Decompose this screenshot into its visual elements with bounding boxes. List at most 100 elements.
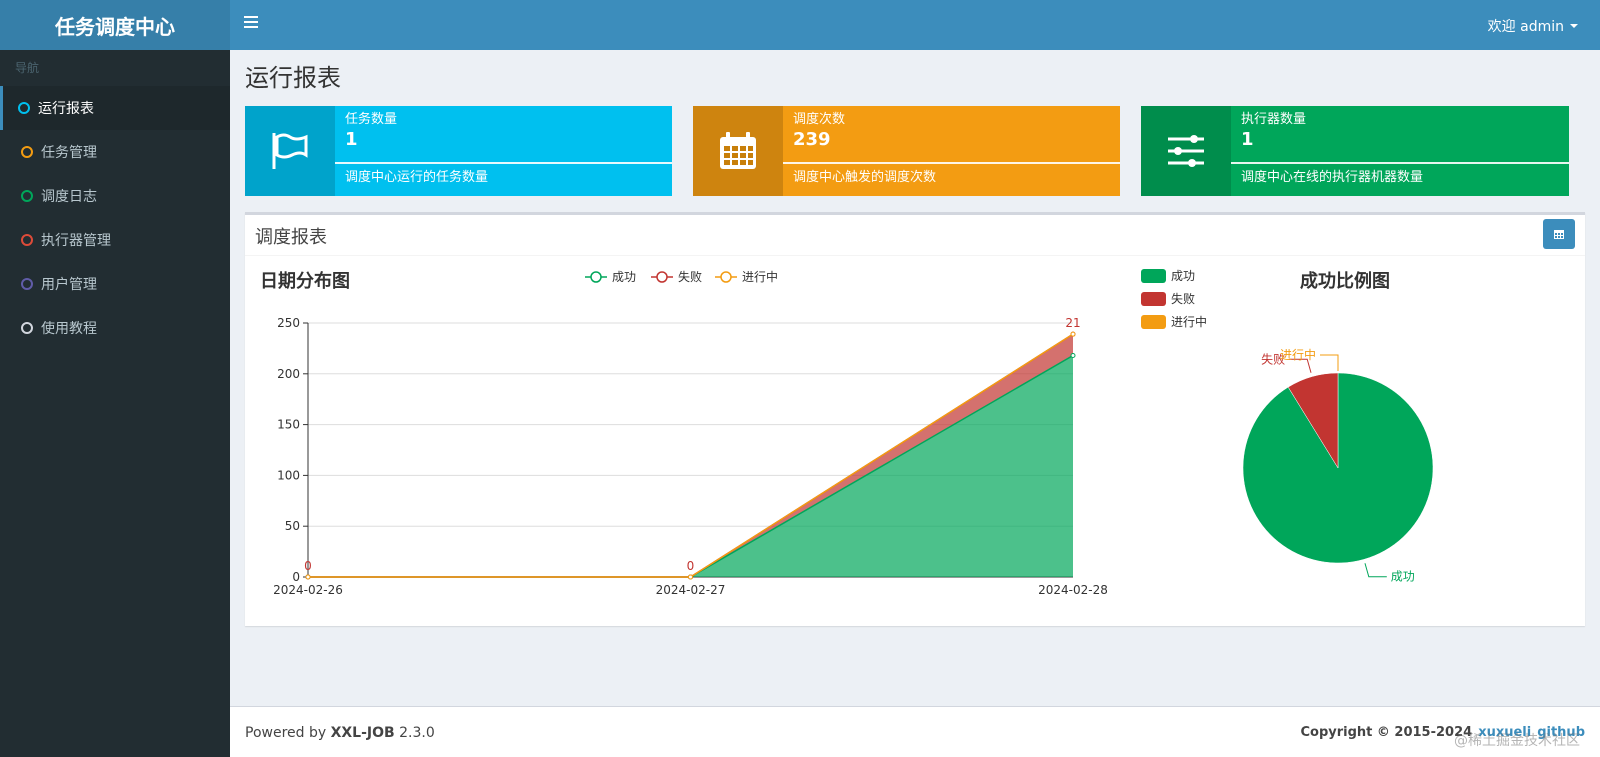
copyright-text: Copyright © 2015-2024 <box>1300 725 1473 740</box>
circle-icon <box>21 278 33 290</box>
legend-marker <box>656 271 668 283</box>
data-point <box>688 574 693 580</box>
pie-label: 进行中 <box>1280 347 1316 362</box>
sidebar-item-4[interactable]: 执行器管理 <box>0 218 230 262</box>
date-filter-button[interactable] <box>1543 219 1575 249</box>
pie-slice-失败 <box>1287 372 1339 469</box>
pie-chart-title: 成功比例图 <box>1300 271 1390 292</box>
area-成功 <box>308 355 1073 577</box>
nav-header: 导航 <box>15 61 40 75</box>
line-chart: 0 50 100 150 200 250 2024-02-26 2024-02-27 2024-… <box>273 316 1108 597</box>
copyright: Copyright © 2015-2024 xuxueli github <box>1300 725 1585 740</box>
sidebar-item-3[interactable]: 调度日志 <box>0 174 230 218</box>
data-label: 21 <box>1065 316 1080 330</box>
top-header: 欢迎 admin <box>230 0 1600 50</box>
welcome-text: 欢迎 admin <box>1487 19 1564 35</box>
info-number: 1 <box>1241 129 1254 150</box>
divider <box>245 255 1585 256</box>
progress-bar <box>783 162 1120 164</box>
sidebar-item-label: 使用教程 <box>41 321 97 337</box>
info-description: 调度中心在线的执行器机器数量 <box>1241 170 1424 185</box>
legend-swatch <box>1141 268 1166 283</box>
circle-icon <box>21 322 33 334</box>
data-point <box>1070 353 1076 359</box>
sidebar-item-5[interactable]: 用户管理 <box>0 262 230 306</box>
legend-label: 失败 <box>678 269 702 284</box>
github-link[interactable]: github <box>1537 725 1585 740</box>
circle-icon <box>21 190 33 202</box>
info-description: 调度中心触发的调度次数 <box>793 170 937 185</box>
legend-swatch <box>1141 291 1166 306</box>
footer: Powered by XXL-JOB 2.3.0 Copyright © 201… <box>230 706 1600 757</box>
calendar-icon <box>1554 230 1564 239</box>
info-number: 1 <box>345 129 358 150</box>
product-name: XXL-JOB <box>330 725 395 741</box>
info-body: 调度次数 239 调度中心触发的调度次数 <box>783 106 1120 196</box>
user-menu[interactable]: 欢迎 admin <box>1488 16 1578 36</box>
line-chart-title: 日期分布图 <box>260 271 350 292</box>
sidebar-item-label: 用户管理 <box>41 277 97 293</box>
sidebar-item-2[interactable]: 任务管理 <box>0 130 230 174</box>
info-box-tasks: 任务数量 1 调度中心运行的任务数量 <box>245 106 672 196</box>
sidebar-item-label: 运行报表 <box>38 101 94 117</box>
data-point <box>305 574 311 580</box>
main-content: 运行报表 任务数量 1 调度中心运行的任务数量 调度次数 239 调度中心触发的… <box>245 62 1585 626</box>
flag-icon <box>245 106 335 196</box>
pie-label-line <box>1320 354 1339 371</box>
info-label: 任务数量 <box>345 112 398 127</box>
watermark: @稀土掘金技术社区 <box>1454 733 1580 749</box>
info-description: 调度中心运行的任务数量 <box>345 170 489 185</box>
y-tick-label: 100 <box>277 468 300 482</box>
info-body: 任务数量 1 调度中心运行的任务数量 <box>335 106 672 196</box>
info-box-triggers: 调度次数 239 调度中心触发的调度次数 <box>693 106 1120 196</box>
circle-icon <box>21 146 33 158</box>
line-chart-legend: 成功 失败 进行中 <box>585 269 778 284</box>
pie-legend-item[interactable]: 失败 <box>1141 290 1195 307</box>
author-link[interactable]: xuxueli <box>1478 725 1532 740</box>
pie-legend-item[interactable]: 成功 <box>1141 267 1195 284</box>
menu-toggle-icon[interactable] <box>244 16 258 28</box>
info-boxes: 任务数量 1 调度中心运行的任务数量 调度次数 239 调度中心触发的调度次数 <box>245 106 1585 196</box>
sidebar-item-label: 调度日志 <box>41 189 97 205</box>
sidebar-item-label: 执行器管理 <box>41 233 111 249</box>
y-tick-label: 50 <box>285 519 300 533</box>
info-label: 调度次数 <box>793 112 846 127</box>
legend-label: 进行中 <box>742 269 778 284</box>
data-label: 0 <box>304 559 312 573</box>
y-tick-label: 250 <box>277 316 300 330</box>
sidebar: 任务调度中心 导航 运行报表任务管理调度日志执行器管理用户管理使用教程 <box>0 0 230 757</box>
sidebar-item-6[interactable]: 使用教程 <box>0 306 230 350</box>
progress-bar <box>1231 162 1569 164</box>
caret-down-icon <box>1570 24 1578 28</box>
pie-chart-legend: 成功失败进行中 <box>1141 267 1261 337</box>
info-label: 执行器数量 <box>1241 112 1307 127</box>
y-tick-label: 150 <box>277 418 300 432</box>
x-tick-label: 2024-02-28 <box>1038 583 1108 597</box>
circle-icon <box>18 102 30 114</box>
nav-list: 运行报表任务管理调度日志执行器管理用户管理使用教程 <box>0 86 230 350</box>
legend-label: 成功 <box>1171 269 1196 283</box>
x-tick-label: 2024-02-26 <box>273 583 343 597</box>
app-logo[interactable]: 任务调度中心 <box>0 0 230 50</box>
data-point <box>1070 331 1076 337</box>
info-number: 239 <box>793 129 831 150</box>
pie-label: 成功 <box>1391 570 1415 584</box>
powered-prefix: Powered by <box>245 725 331 741</box>
legend-marker <box>720 271 732 283</box>
data-label: 0 <box>687 559 695 573</box>
powered-by: Powered by XXL-JOB 2.3.0 <box>245 725 435 741</box>
pie-label: 失败 <box>1261 351 1285 366</box>
info-body: 执行器数量 1 调度中心在线的执行器机器数量 <box>1231 106 1569 196</box>
report-card: 调度报表 日期分布图 成功 失败 进行中 0 50 100 150 200 250 2024-0… <box>245 212 1585 626</box>
legend-label: 失败 <box>1171 292 1196 306</box>
version: 2.3.0 <box>394 725 435 741</box>
legend-marker <box>590 271 602 283</box>
legend-label: 成功 <box>612 270 636 284</box>
sliders-icon <box>1141 106 1231 196</box>
sidebar-item-1[interactable]: 运行报表 <box>0 86 230 130</box>
pie-legend-item[interactable]: 进行中 <box>1141 313 1207 330</box>
info-box-executors: 执行器数量 1 调度中心在线的执行器机器数量 <box>1141 106 1569 196</box>
progress-bar <box>335 162 672 164</box>
x-tick-label: 2024-02-27 <box>656 583 726 597</box>
